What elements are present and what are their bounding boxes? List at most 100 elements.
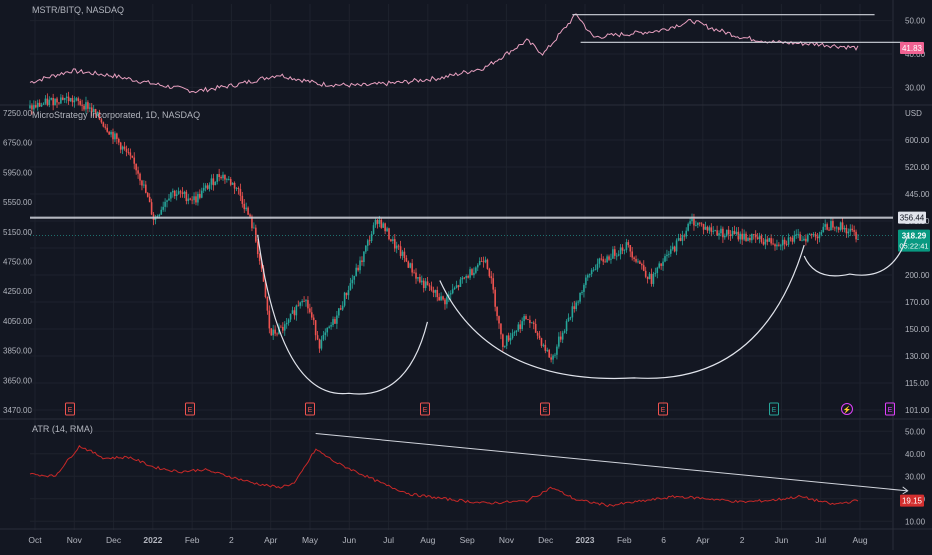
candle-body [204,185,207,188]
candle-body [583,284,585,292]
candle-body [224,174,226,180]
candle-body [453,287,456,290]
candle-body [309,308,311,313]
candle-body [720,228,722,234]
left-price-label: 4750.00 [3,258,32,267]
candle-body [469,269,471,278]
candle-body [787,237,790,245]
candle-body [602,259,605,262]
candle-body [525,316,527,320]
candle-body [559,336,562,340]
candle-body [519,324,522,330]
cup-curve-cup-2 [439,244,805,380]
candle-body [434,290,437,293]
candle-body [548,349,550,358]
candle-body [314,320,317,336]
candle-body [612,249,614,259]
candle-body [496,306,498,317]
candle-body [145,184,147,193]
candle-body [664,256,666,262]
candle-body [714,230,716,232]
candle-body [752,233,755,235]
candle-body [92,109,95,113]
left-price-label: 5550.00 [3,198,32,207]
candle-body [392,239,394,241]
candle-body [448,294,450,297]
candle-body [619,247,622,255]
candle-body [104,126,107,128]
candle-body [154,217,157,221]
candle-body [320,339,323,349]
candle-body [129,152,132,156]
candle-body [633,257,635,260]
candle-body [243,203,246,210]
candle-body [310,312,313,318]
candle-body [46,98,49,105]
event-marker-label: E [188,407,193,414]
candle-body [218,174,220,177]
event-marker-earnings [885,402,895,416]
candle-body [503,345,506,347]
candle-body [793,235,796,242]
candle-body [853,230,855,232]
candle-body [168,198,170,201]
event-marker-label: E [661,407,666,414]
candle-body [266,296,269,311]
candle-body [608,256,610,260]
candle-body [531,322,533,324]
candle-body [851,228,854,231]
candle-body [760,235,763,242]
candle-body [158,214,161,217]
candle-body [316,335,319,340]
left-price-label: 4250.00 [3,287,32,296]
candle-body [554,354,556,356]
candle-body [617,254,620,256]
candle-body [349,283,352,291]
candle-body [770,238,772,244]
candle-body [482,261,485,263]
candle-body [374,219,377,226]
candle-body [407,261,410,268]
candle-body [181,192,184,194]
x-tick-label: Nov [499,535,515,545]
x-tick-label: Apr [264,535,277,545]
candle-body [789,237,792,239]
candle-body [326,327,329,333]
candle-body [843,227,846,230]
x-tick-label: Feb [617,535,632,545]
x-tick-label: 2023 [576,535,595,545]
candle-body [258,254,261,262]
candle-body [625,242,628,250]
candle-body [731,230,734,237]
x-tick-label: Aug [852,535,867,545]
candle-body [29,105,31,109]
candle-body [712,230,715,232]
candle-body [253,227,255,229]
candle-body [38,102,41,107]
candle-body [814,234,817,237]
candle-body [401,251,404,256]
right-price-label: 520.00 [905,163,930,172]
candle-body [822,226,825,233]
candle-body [166,200,168,202]
candle-body [318,339,321,349]
candle-body [749,238,751,241]
x-tick-label: Dec [538,535,554,545]
candle-body [502,334,504,347]
event-marker-label: E [543,407,548,414]
candle-body [119,142,122,150]
candle-body [67,96,70,102]
left-price-label: 5150.00 [3,228,32,237]
candle-body [384,223,386,232]
candle-body [660,263,662,266]
candle-body [164,201,166,207]
candle-body [693,218,695,226]
candle-body [631,251,633,258]
candle-body [776,244,778,247]
x-tick-label: Dec [106,535,122,545]
candle-body [255,227,257,242]
candle-body [629,245,632,252]
candle-body [251,216,253,229]
candle-body [565,321,568,332]
